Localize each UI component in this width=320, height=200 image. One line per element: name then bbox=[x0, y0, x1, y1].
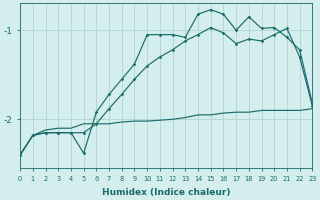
X-axis label: Humidex (Indice chaleur): Humidex (Indice chaleur) bbox=[102, 188, 230, 197]
